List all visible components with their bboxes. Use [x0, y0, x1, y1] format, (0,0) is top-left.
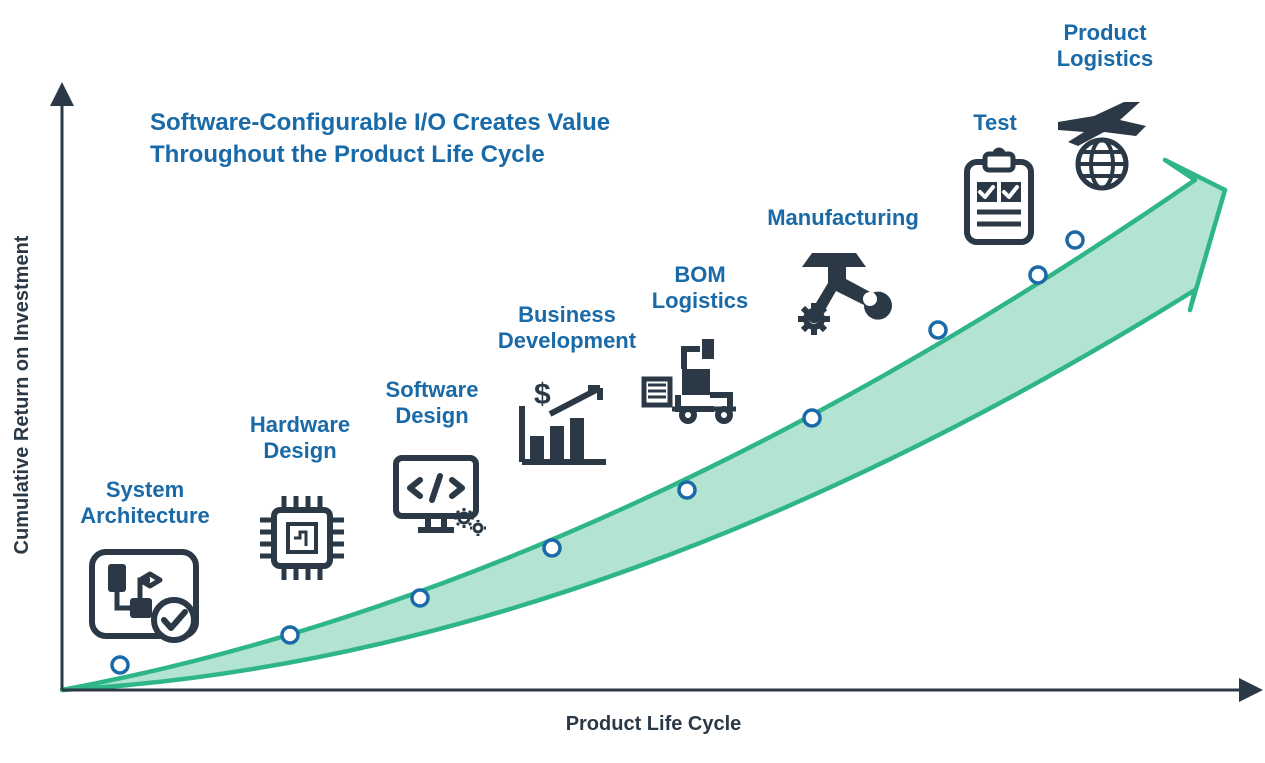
- y-axis-label: Cumulative Return on Investment: [11, 235, 33, 554]
- manufacturing-icon: [798, 253, 892, 335]
- test-icon: [967, 150, 1031, 242]
- software-design-icon: [396, 458, 486, 536]
- hardware-design-icon: [260, 496, 344, 580]
- data-point-5: [804, 410, 820, 426]
- bom-logistics-icon: [644, 339, 736, 424]
- data-point-0: [112, 657, 128, 673]
- data-markers: [112, 232, 1083, 673]
- data-point-7: [1030, 267, 1046, 283]
- data-point-6: [930, 322, 946, 338]
- bom-logistics-label: BOMLogistics: [652, 262, 749, 313]
- chart-title-text: Software-Configurable I/O Creates ValueT…: [150, 109, 610, 168]
- data-point-3: [544, 540, 560, 556]
- manufacturing-label: Manufacturing: [767, 205, 919, 230]
- system-architecture-label: SystemArchitecture: [80, 477, 210, 528]
- product-logistics-icon: [1058, 102, 1146, 188]
- x-axis-label: Product Life Cycle: [566, 713, 742, 735]
- data-point-2: [412, 590, 428, 606]
- hardware-design-label: HardwareDesign: [250, 412, 350, 463]
- test-label: Test: [973, 110, 1017, 135]
- data-point-4: [679, 482, 695, 498]
- axes: [62, 100, 1245, 690]
- growth-arrow: [62, 160, 1225, 690]
- business-development-icon: $: [522, 378, 606, 462]
- data-point-8: [1067, 232, 1083, 248]
- data-point-1: [282, 627, 298, 643]
- software-design-label: SoftwareDesign: [386, 377, 479, 428]
- product-logistics-label: ProductLogistics: [1057, 20, 1154, 71]
- svg-text:$: $: [534, 378, 551, 411]
- chart-title: Software-Configurable I/O Creates ValueT…: [150, 109, 610, 168]
- system-architecture-icon: [92, 552, 196, 640]
- business-development-label: BusinessDevelopment: [498, 302, 637, 353]
- lifecycle-chart: SystemArchitecture HardwareDesign Softwa…: [0, 0, 1265, 763]
